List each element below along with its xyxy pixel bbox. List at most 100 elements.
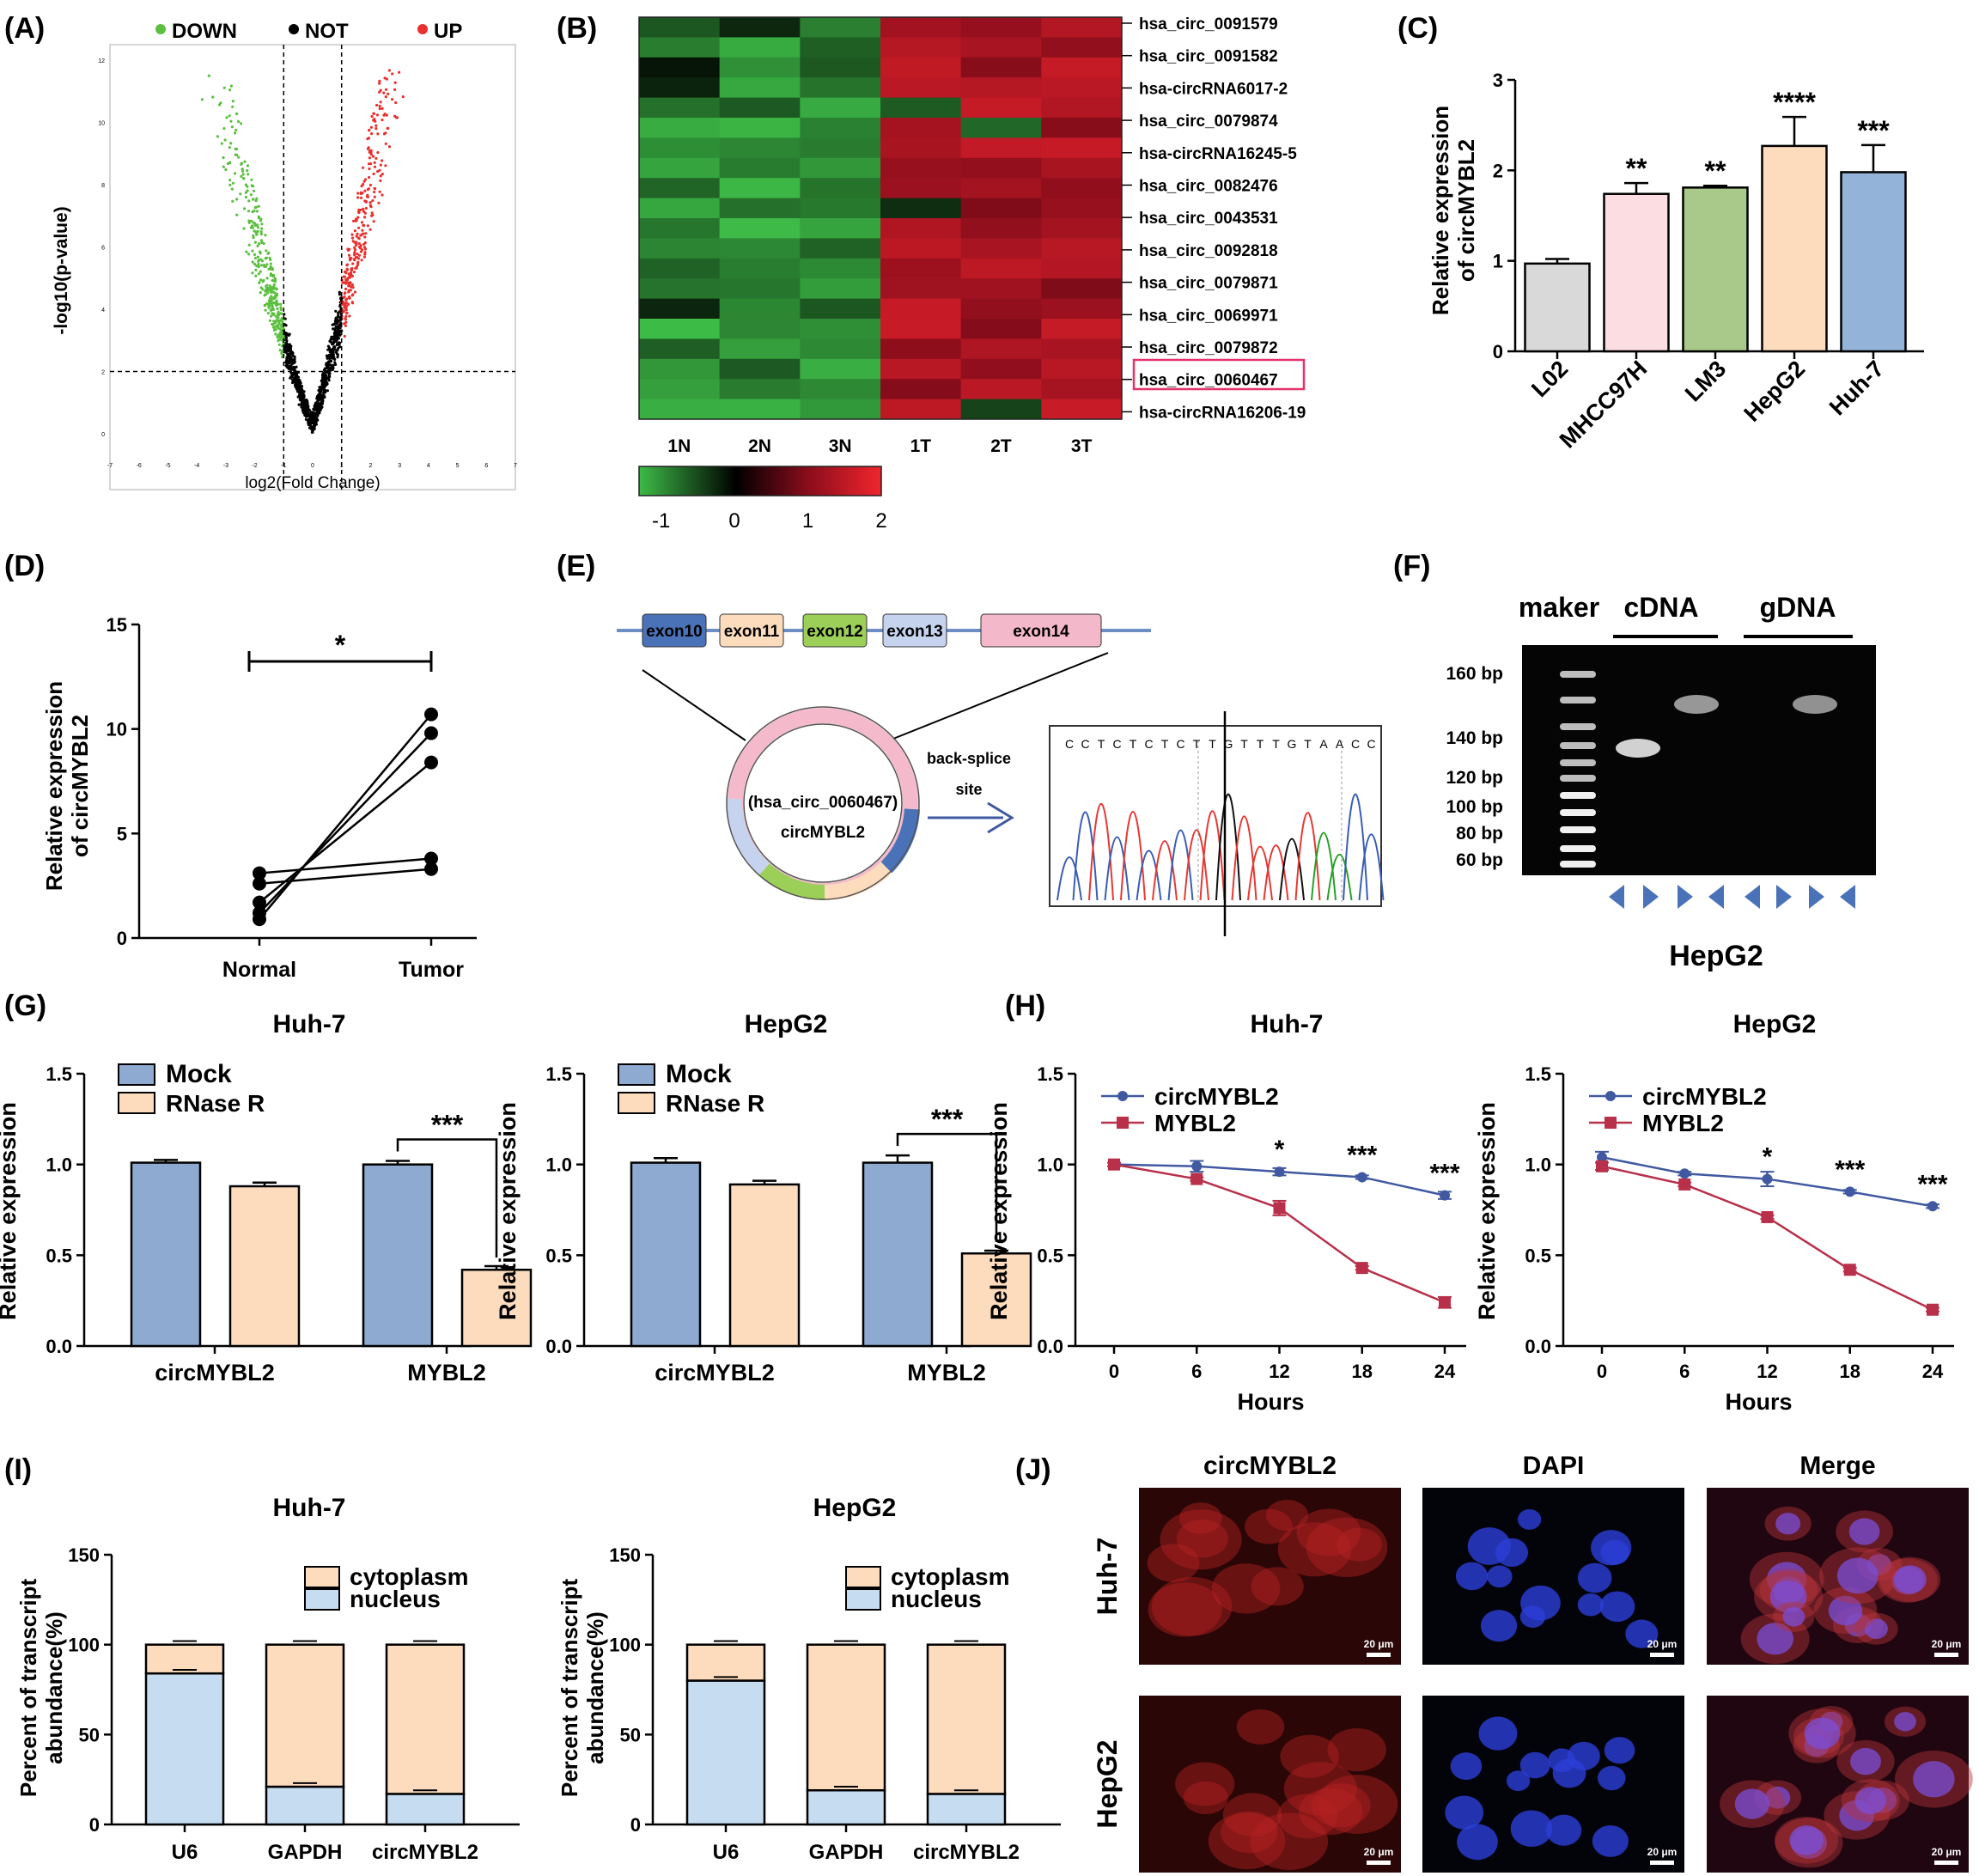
panel-i-y-tick: 100 [68, 1635, 100, 1656]
panel-d-paired: (D) 0 5 10 15 Normal Tumor * Relative expressi… [4, 550, 477, 982]
circ-ring-exon12 [758, 863, 825, 901]
volcano-y-tick: 4 [101, 308, 105, 314]
heatmap-cell [960, 379, 1042, 400]
heatmap-cell [1041, 238, 1123, 259]
primer-triangles [1609, 885, 1855, 909]
fish-cytoplasm-signal [1160, 1509, 1242, 1570]
heatmap-cell [880, 157, 962, 179]
volcano-point [350, 285, 353, 289]
volcano-point [247, 219, 251, 222]
volcano-point [267, 267, 271, 271]
volcano-point [357, 226, 361, 229]
volcano-point [401, 95, 405, 99]
volcano-point [326, 348, 330, 351]
panel-c-ylabel-line2: of circMYBL2 [1453, 139, 1479, 282]
gel-ladder-band [1560, 759, 1596, 766]
panel-c-bar [1761, 144, 1828, 353]
panel-h-point [1190, 1172, 1203, 1185]
fish-nucleus-signal [1480, 1610, 1518, 1642]
heatmap-cell [800, 358, 881, 380]
volcano-point [346, 278, 350, 282]
volcano-point [216, 135, 220, 138]
volcano-point [265, 277, 269, 280]
circ-ring-exon13 [726, 798, 770, 875]
volcano-point [260, 241, 264, 244]
volcano-point [241, 169, 245, 173]
panel-h-point [1273, 1202, 1286, 1215]
heatmap-cell [1041, 137, 1123, 159]
scale-bar [1367, 1861, 1391, 1865]
heatmap-cell [639, 37, 721, 58]
heatmap-cell [800, 37, 881, 58]
chromatogram-base: C [1065, 737, 1074, 751]
volcano-point [382, 91, 386, 94]
volcano-point [368, 201, 372, 204]
volcano-point [296, 390, 300, 393]
heatmap-cell [719, 379, 801, 400]
panel-d-ylabel-line2: of circMYBL2 [67, 715, 93, 857]
volcano-point [375, 103, 379, 107]
panel-i-y-tick: 150 [68, 1544, 100, 1566]
volcano-point [266, 252, 270, 255]
panel-c-bar [1840, 171, 1907, 353]
panel-h-significance: *** [1917, 1170, 1947, 1198]
volcano-point [272, 283, 276, 287]
volcano-point [228, 88, 232, 92]
panel-i-title: Huh-7 [273, 1494, 346, 1522]
volcano-point [318, 403, 322, 407]
chromatogram-base: T [1272, 737, 1280, 751]
volcano-point [270, 308, 273, 312]
fish-nucleus-signal [1455, 1562, 1489, 1591]
panel-h-legend-label: MYBL2 [1642, 1110, 1724, 1136]
volcano-point [301, 408, 304, 411]
fish-row-label: HepG2 [1092, 1739, 1123, 1828]
volcano-point [378, 79, 381, 82]
volcano-point [289, 376, 292, 380]
volcano-point [246, 164, 250, 168]
heatmap-cell [960, 137, 1042, 159]
panel-h-x-tick: 6 [1191, 1361, 1202, 1382]
volcano-point [255, 210, 259, 213]
panel-g-y-tick: 1.5 [46, 1063, 72, 1085]
volcano-point [220, 142, 223, 145]
volcano-point [265, 249, 268, 253]
heatmap-cell [1041, 77, 1123, 99]
volcano-point [379, 100, 382, 104]
heatmap-cell [960, 319, 1042, 339]
volcano-point [333, 345, 337, 349]
panel-g-y-tick: 0.0 [46, 1336, 72, 1357]
panel-label-c: (C) [1397, 12, 1438, 45]
volcano-point [360, 185, 363, 188]
heatmap-cell [639, 157, 721, 179]
fish-cytoplasm-signal [1236, 1709, 1285, 1745]
fish-nucleus-signal [1577, 1562, 1612, 1593]
fish-merge-nucleus [1757, 1623, 1793, 1655]
volcano-point [362, 166, 365, 169]
panel-h-legend-marker [1605, 1117, 1617, 1129]
panel-i-bar-nucleus [265, 1785, 345, 1826]
heatmap-col-label: 2T [990, 436, 1012, 456]
volcano-point [337, 329, 341, 332]
volcano-point [327, 375, 331, 379]
volcano-point [272, 286, 276, 289]
heatmap-cell [639, 298, 721, 320]
heatmap-col-labels: 1N 2N 3N 1T 2T 3T [667, 436, 1092, 456]
scale-bar-label: 20 μm [1647, 1846, 1678, 1858]
volcano-point [268, 319, 271, 322]
volcano-point [354, 266, 357, 270]
volcano-point [364, 206, 368, 210]
scale-bar [1934, 1653, 1958, 1657]
volcano-point [347, 302, 350, 306]
volcano-point [283, 344, 288, 348]
volcano-point [360, 259, 363, 262]
panel-g-ylabel: Relative expression [495, 1102, 521, 1320]
chromatogram-base: C [1367, 737, 1375, 751]
heatmap-cell [880, 37, 962, 58]
panel-i-bar-cytoplasm [806, 1643, 886, 1792]
gel-ladder-band [1560, 697, 1596, 704]
heatmap-cell [719, 278, 801, 300]
scale-bar [1934, 1861, 1958, 1865]
volcano-point [260, 227, 264, 230]
heatmap-cell [880, 218, 962, 239]
